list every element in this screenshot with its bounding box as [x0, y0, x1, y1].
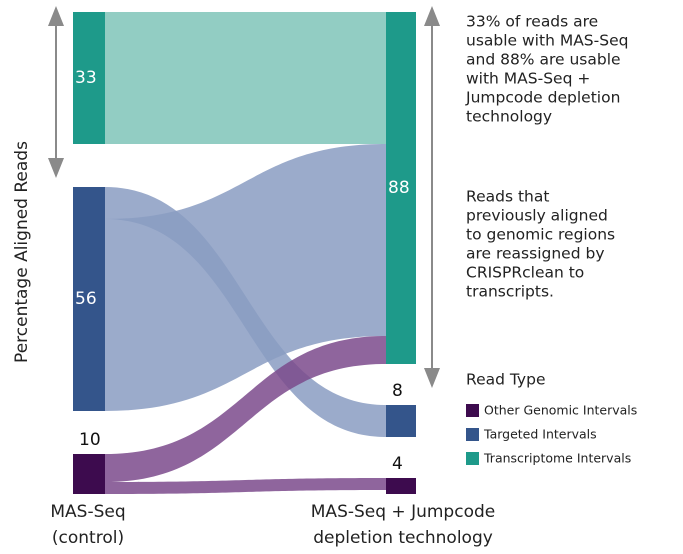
node [73, 454, 105, 494]
annotation: Reads that [466, 188, 549, 206]
node-label: 33 [75, 68, 97, 88]
node [73, 187, 105, 411]
annotation: transcripts. [466, 283, 554, 301]
annotation: are reassigned by [466, 245, 605, 263]
node [386, 478, 416, 494]
node-label: 8 [392, 381, 403, 401]
flow [105, 12, 386, 144]
node-label: 10 [79, 430, 101, 450]
annotation: and 88% are usable [466, 51, 621, 69]
flow [105, 336, 386, 482]
annotation: technology [466, 108, 552, 126]
annotation: with MAS-Seq + [466, 70, 590, 88]
node [386, 405, 416, 437]
annotation: previously aligned [466, 207, 608, 225]
legend-label: Targeted Intervals [483, 427, 597, 442]
column-label: (control) [52, 528, 124, 548]
annotation: usable with MAS-Seq [466, 32, 628, 50]
legend-title: Read Type [466, 371, 545, 389]
column-label: MAS-Seq [50, 502, 125, 522]
legend-swatch [466, 404, 479, 417]
legend-label: Other Genomic Intervals [484, 403, 637, 418]
flows [105, 12, 386, 494]
flow [105, 144, 386, 411]
annotation: to genomic regions [466, 226, 615, 244]
node [386, 12, 416, 364]
legend-label: Transcriptome Intervals [483, 451, 631, 466]
column-label: depletion technology [313, 528, 493, 548]
node-label: 88 [388, 178, 410, 198]
annotation: CRISPRclean to [466, 264, 584, 282]
node [73, 12, 105, 144]
annotation: Jumpcode depletion [465, 89, 620, 107]
legend-swatch [466, 428, 479, 441]
node-label: 4 [392, 454, 403, 474]
annotation: 33% of reads are [466, 13, 598, 31]
node-label: 56 [75, 289, 97, 309]
flow [105, 478, 386, 494]
y-axis-label: Percentage Aligned Reads [12, 141, 32, 363]
legend-swatch [466, 452, 479, 465]
column-label: MAS-Seq + Jumpcode [311, 502, 495, 522]
